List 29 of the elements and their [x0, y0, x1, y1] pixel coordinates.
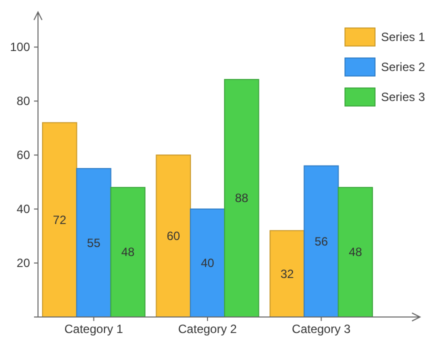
data-label: 40 [200, 256, 214, 270]
x-tick-label: Category 3 [292, 322, 351, 336]
y-tick-label: 80 [16, 94, 30, 108]
bar [304, 165, 339, 318]
data-label: 60 [166, 229, 180, 244]
legend-label: Series 2 [381, 60, 426, 74]
y-tick-label: 40 [16, 202, 30, 216]
data-label: 72 [52, 212, 67, 227]
data-label: 48 [121, 245, 135, 260]
bar [270, 230, 305, 318]
bar [42, 122, 78, 318]
y-tick-label: 60 [16, 148, 30, 162]
bar [156, 154, 191, 318]
x-tick-label: Category 1 [64, 322, 124, 336]
x-tick-label: Category 2 [178, 322, 238, 336]
bar [190, 208, 226, 318]
data-label: 48 [348, 245, 362, 260]
data-label: 88 [234, 191, 249, 206]
bar [338, 186, 373, 318]
y-tick-label: 100 [10, 40, 30, 54]
data-label: 56 [314, 234, 328, 248]
bar [76, 168, 112, 318]
y-tick-label: 20 [16, 256, 30, 270]
data-label: 55 [87, 236, 101, 250]
bar [224, 78, 260, 318]
legend-label: Series 1 [381, 30, 426, 44]
legend-label: Series 3 [381, 90, 426, 104]
bar [110, 186, 146, 318]
data-label: 32 [280, 266, 294, 281]
